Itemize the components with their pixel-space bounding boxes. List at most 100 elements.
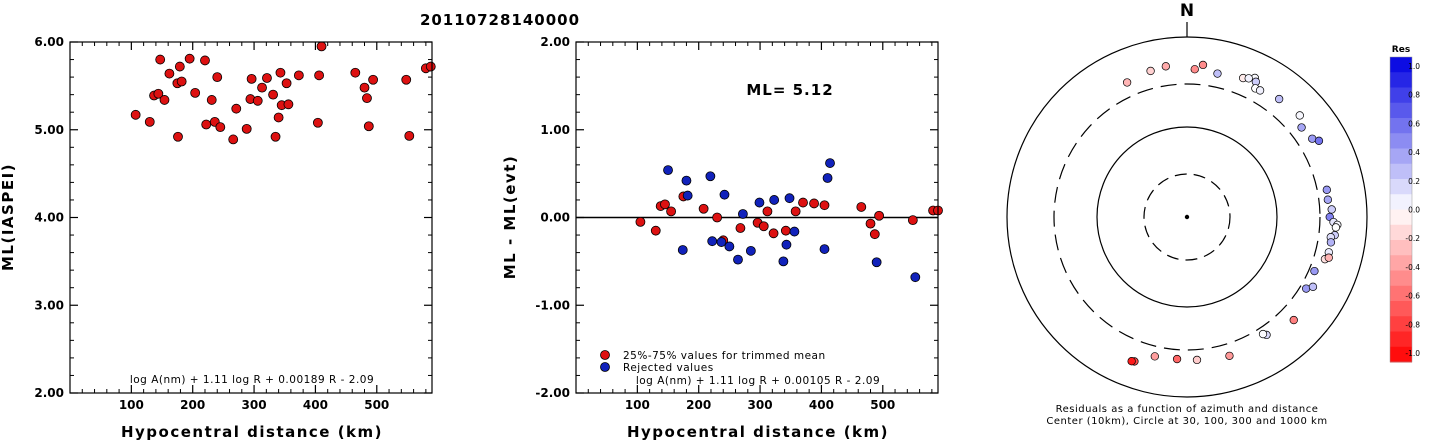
rejected-point (663, 165, 673, 176)
station-point (174, 61, 185, 72)
station-point (200, 55, 210, 66)
trimmed-mean-point (635, 216, 646, 227)
plot2-ylabel: ML - ML(evt) (501, 155, 519, 279)
station-residual-point (1146, 66, 1155, 76)
colorbar-tick-label: -0.8 (1405, 320, 1420, 329)
rejected-point (733, 254, 743, 265)
figure-title: 20110728140000 (420, 11, 580, 29)
colorbar-tick-label: 0.2 (1408, 177, 1420, 186)
station-residual-point (1327, 205, 1336, 214)
station-point (173, 131, 183, 142)
colorbar-cell (1390, 163, 1412, 180)
plot1-data-points (130, 41, 436, 145)
colorbar-cell (1390, 240, 1412, 256)
plot2-y-tick-label: 2.00 (540, 35, 570, 49)
rejected-point (677, 245, 688, 255)
station-point (164, 68, 175, 79)
colorbar-cell (1390, 301, 1412, 317)
plot2-data-points (576, 158, 943, 283)
plot1-y-tick-label: 6.00 (34, 35, 64, 49)
trimmed-mean-point (712, 212, 723, 223)
colorbar-cell (1390, 72, 1412, 88)
station-residual-point (1244, 74, 1253, 83)
station-residual-point (1150, 352, 1159, 361)
plot1-y-tick-label: 2.00 (34, 386, 64, 400)
station-point (231, 103, 242, 114)
colorbar-frame (1389, 56, 1413, 363)
plot2-y-tick-label: -1.00 (535, 298, 570, 312)
plot2-x-tick-label: 100 (625, 398, 650, 412)
legend-label-rejected: Rejected values (623, 362, 714, 374)
residual-colorbar: Res 1.0 0.8 0.6 0.4 0.2 0.0 -0.2 -0.4 -0.6 -0.8 -1… (1389, 45, 1420, 363)
colorbar-tick-label: -0.2 (1405, 234, 1420, 243)
station-residual-point (1255, 86, 1265, 95)
rejected-point (769, 195, 780, 205)
trimmed-mean-point (768, 228, 779, 239)
trimmed-mean-point (856, 202, 867, 212)
plot2-x-tick-label: 400 (809, 398, 834, 412)
station-point (252, 95, 263, 106)
plot1-y-tick-label: 3.00 (34, 298, 64, 312)
station-point (359, 82, 370, 93)
colorbar-labels: 1.0 0.8 0.6 0.4 0.2 0.0 -0.2 -0.4 -0.6 -0.8 -1.0 (1405, 62, 1420, 358)
station-point (362, 93, 372, 104)
colorbar-cell (1390, 57, 1412, 73)
station-residual-point (1127, 357, 1136, 366)
trimmed-mean-point (809, 198, 819, 209)
plot2-xlabel: Hypocentral distance (km) (627, 423, 889, 441)
colorbar-cell (1390, 331, 1412, 348)
trimmed-mean-point (780, 225, 791, 236)
trimmed-mean-point (650, 225, 661, 236)
station-point (153, 88, 164, 99)
rejected-point (825, 158, 835, 168)
colorbar-tick-label: -0.6 (1405, 292, 1420, 301)
colorbar-cell (1390, 118, 1412, 134)
colorbar-cell (1390, 133, 1412, 149)
colorbar-cell (1390, 224, 1412, 241)
station-point (184, 53, 195, 64)
station-point (246, 73, 257, 84)
station-residual-point (1172, 354, 1182, 364)
colorbar-tick-label: 1.0 (1408, 62, 1420, 71)
station-point (368, 74, 378, 85)
trimmed-mean-point (762, 206, 773, 217)
trimmed-mean-point (798, 197, 808, 208)
station-point (130, 109, 141, 120)
colorbar-tick-label: 0.8 (1408, 91, 1420, 100)
station-point (363, 121, 374, 132)
station-point (350, 67, 361, 78)
rejected-point (707, 236, 718, 247)
station-point (159, 95, 170, 105)
rejected-point (682, 190, 693, 201)
magnitude-vs-distance-plot: 100 200 300 400 500 2.00 3.00 4.00 5.00 6.00 Hypo… (0, 35, 436, 441)
colorbar-tick-label: 0.0 (1408, 206, 1420, 215)
plot2-ml-label: ML= 5.12 (746, 81, 833, 99)
legend-label-trimmed-mean: 25%-75% values for trimmed mean (623, 350, 826, 362)
rejected-point (745, 245, 756, 256)
center-marker (1184, 214, 1190, 220)
station-residual-point (1323, 195, 1333, 204)
plot1-axes: 100 200 300 400 500 2.00 3.00 4.00 5.00 6.00 (34, 35, 432, 412)
station-residual-point (1198, 60, 1208, 70)
colorbar-tick-label: 0.4 (1408, 148, 1420, 157)
station-residual-point (1322, 185, 1331, 194)
station-point (155, 54, 166, 65)
station-point (275, 67, 286, 78)
colorbar-cell (1390, 270, 1412, 287)
plot1-x-tick-label: 400 (303, 398, 328, 412)
rejected-point (819, 244, 830, 254)
plot1-ylabel: ML(IASPEI) (0, 163, 17, 271)
trimmed-mean-point (790, 206, 801, 217)
station-residual-point (1258, 329, 1268, 339)
rejected-point (681, 175, 692, 186)
plot2-x-tick-label: 200 (686, 398, 711, 412)
station-point (314, 70, 325, 81)
trimmed-mean-point (735, 223, 746, 233)
station-residual-point (1331, 223, 1341, 232)
station-residual-point (1190, 65, 1199, 74)
ring-30km (1143, 173, 1231, 261)
plot1-y-tick-label: 4.00 (34, 211, 64, 225)
station-point (316, 41, 327, 52)
station-point (176, 76, 187, 87)
station-point (283, 99, 294, 110)
